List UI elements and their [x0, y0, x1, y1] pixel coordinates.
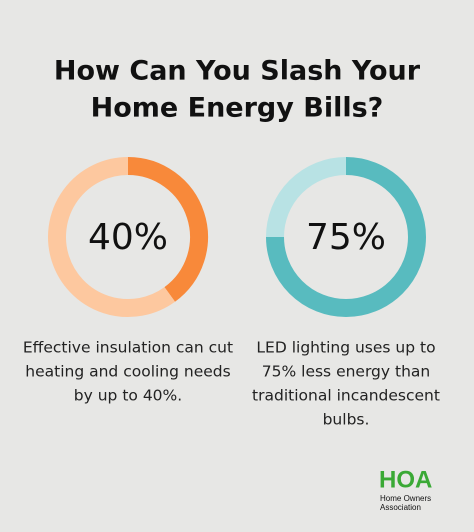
donut-segment [266, 157, 347, 238]
logo-line: Association [380, 503, 421, 512]
description: Effective insulation can cut [23, 339, 233, 357]
description: LED lighting uses up to [256, 339, 435, 357]
description: traditional incandescent [252, 387, 440, 405]
title: Home Energy Bills? [91, 93, 384, 124]
logo-line: Home Owners [380, 494, 431, 503]
title: How Can You Slash Your [54, 56, 421, 87]
donut-segment [48, 157, 176, 317]
donut-segment [127, 157, 208, 302]
logo-mark: HOA [379, 466, 432, 493]
description: by up to 40%. [74, 387, 182, 405]
description: heating and cooling needs [25, 363, 230, 381]
description: bulbs. [323, 411, 370, 429]
value-label: 75% [306, 217, 386, 258]
value-label: 40% [88, 217, 168, 258]
donut-segment [266, 157, 426, 317]
description: 75% less energy than [262, 363, 430, 381]
